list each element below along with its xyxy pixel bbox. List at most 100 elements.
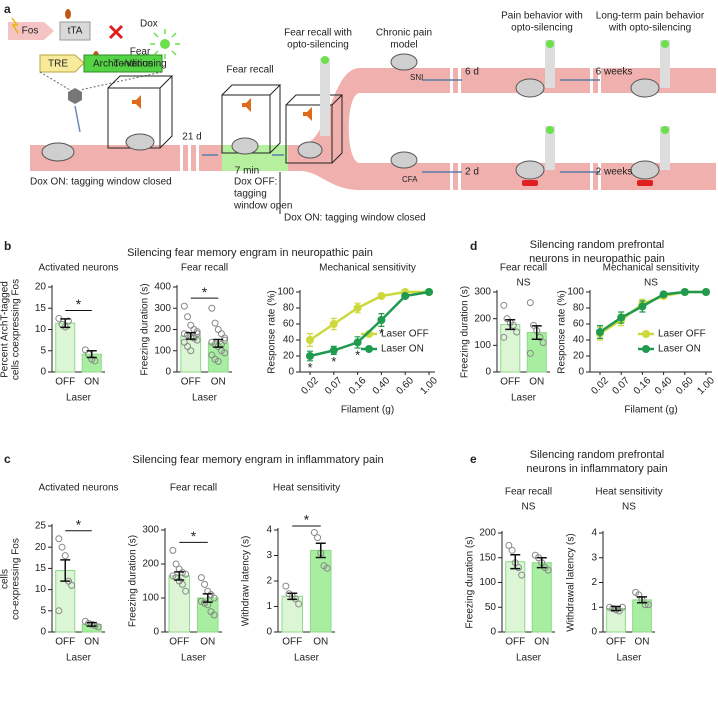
data-point — [214, 326, 222, 333]
chart-title: Heat sensitivity — [273, 483, 340, 494]
y-tick-label: 60 — [283, 319, 295, 330]
label: Dox OFF: — [234, 177, 277, 188]
marker — [659, 290, 668, 299]
data-point — [58, 543, 66, 551]
data-point — [217, 330, 225, 338]
y-tick-label: 0 — [266, 627, 272, 638]
marker — [401, 292, 410, 300]
y-axis-label: Freezing duration (s) — [465, 536, 476, 628]
data-point — [508, 546, 516, 554]
y-axis-label: co-expressing Fos — [11, 538, 22, 620]
y-tick-label: 2 — [591, 577, 597, 588]
data-point — [172, 560, 180, 568]
data-point — [178, 580, 186, 588]
error-bar — [60, 559, 71, 582]
chart-title: Fear recall — [170, 483, 217, 494]
label: tagging — [234, 189, 267, 200]
chart: Activated neurons 0 5 10 15 20 Percent ArchT-t… — [0, 263, 119, 404]
chart-title: Fear recall — [181, 263, 228, 274]
data-point — [503, 315, 511, 323]
label: SNI — [410, 73, 423, 82]
data-point — [526, 299, 534, 307]
series-line — [309, 290, 430, 358]
mice — [41, 53, 660, 180]
y-tick-label: 0 — [165, 367, 171, 378]
data-point — [505, 541, 513, 549]
y-axis-label: Freezing duration (s) — [128, 535, 139, 627]
data-point — [295, 600, 303, 608]
x-axis-label: Filament (g) — [341, 405, 394, 416]
archt-box — [83, 54, 163, 73]
label: Dox ON: tagging window closed — [30, 177, 172, 188]
annotation: NS — [644, 278, 658, 289]
data-point — [310, 529, 318, 537]
annotation: NS — [522, 502, 536, 513]
y-axis-label: Withdraw latency (s) — [241, 536, 252, 627]
data-point — [184, 313, 192, 321]
marker — [425, 288, 433, 296]
panel-a: a Fos tTA Dox TRE ArchT–Venus Fear co — [4, 2, 716, 224]
panel-label: a — [4, 2, 11, 16]
y-tick-label: 20 — [573, 351, 585, 362]
data-point — [187, 321, 195, 329]
y-tick-label: 20 — [35, 282, 47, 293]
error-bar — [202, 593, 213, 603]
marker — [306, 336, 314, 344]
x-axis-label: Laser — [181, 653, 207, 664]
chart: Activated neurons0510152025Percentage of… — [0, 483, 119, 664]
data-point — [180, 302, 188, 310]
data-point — [211, 319, 219, 327]
label: Dox — [140, 19, 158, 30]
x-tick-label: OFF — [55, 637, 75, 648]
label: 6 d — [465, 67, 479, 78]
annotation: NS — [517, 278, 531, 289]
y-tick-label: 200 — [474, 313, 491, 324]
label: with opto-silencing — [608, 23, 691, 34]
data-point — [526, 349, 534, 357]
panel-title: neurons in inflammatory pain — [526, 463, 667, 475]
label: Long-term pain behavior — [596, 11, 705, 22]
y-axis-label: Withdrawal latency (s) — [566, 533, 577, 631]
legend-label: Laser OFF — [381, 329, 429, 340]
error-bar — [637, 596, 647, 604]
x-tick-label: 0.60 — [395, 375, 417, 397]
label: ArchT–Venus — [93, 59, 153, 70]
data-point — [187, 347, 195, 355]
annotation: * — [76, 296, 82, 312]
label: Chronic pain — [376, 28, 432, 39]
legend-marker — [642, 330, 650, 338]
annotation: * — [307, 360, 312, 375]
y-tick-label: 4 — [591, 528, 597, 539]
x-tick-label: OFF — [282, 637, 302, 648]
y-tick-label: 1 — [266, 601, 272, 612]
data-point — [644, 601, 652, 609]
marker — [353, 338, 362, 347]
y-tick-label: 100 — [474, 340, 491, 351]
speakers — [132, 95, 312, 121]
x-tick-label: 1.00 — [695, 375, 717, 397]
y-tick-label: 40 — [573, 335, 585, 346]
annotation: * — [202, 284, 208, 300]
label: opto-silencing — [287, 40, 349, 51]
data-point — [282, 582, 290, 590]
annotation: * — [191, 528, 197, 544]
x-tick-label: OFF — [500, 377, 520, 388]
data-point — [68, 581, 76, 589]
x-tick-label: 0.02 — [299, 375, 321, 397]
legend-marker — [642, 345, 650, 353]
y-tick-label: 1 — [591, 602, 597, 613]
y-axis-label: Freezing duration (s) — [460, 286, 471, 378]
y-tick-label: 100 — [479, 577, 496, 588]
chart: Heat sensitivity 0 1 2 3 4 Withdrawal latency … — [566, 487, 663, 664]
x-axis-label: Laser — [616, 653, 642, 664]
y-axis-label: Response rate (%) — [267, 290, 278, 373]
panel-title: Silencing random prefrontal — [530, 449, 665, 461]
y-tick-label: 20 — [35, 542, 47, 553]
data-point — [55, 535, 63, 543]
label: Fos — [22, 26, 39, 37]
data-point — [81, 346, 89, 354]
x-tick-label: 0.07 — [323, 375, 345, 397]
error-bar — [213, 338, 224, 348]
marker — [377, 316, 386, 324]
timeline-band — [30, 68, 716, 190]
